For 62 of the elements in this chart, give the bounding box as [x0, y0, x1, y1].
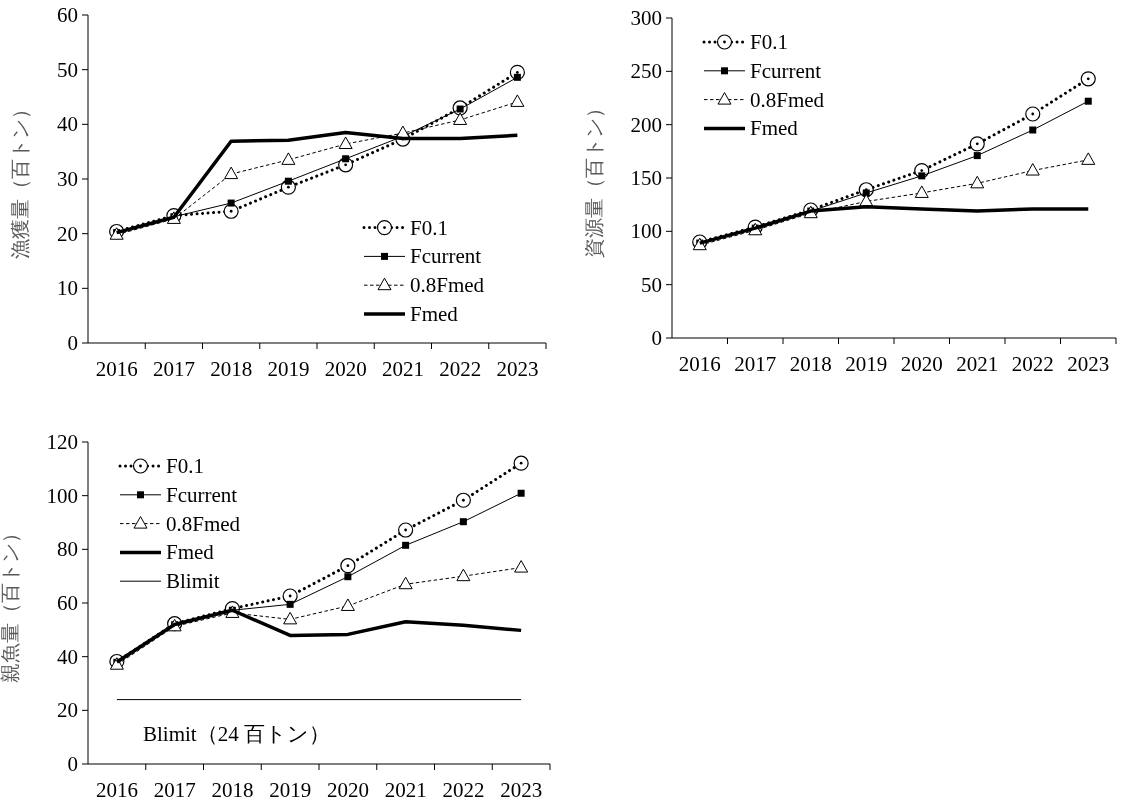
x-tick-label: 2016	[95, 778, 138, 802]
x-tick-label: 2017	[153, 778, 196, 802]
y-tick-label: 0	[67, 752, 78, 776]
y-axis-title: 漁獲量（百トン）	[9, 99, 31, 259]
x-tick-label: 2017	[152, 357, 195, 381]
x-tick-label: 2021	[384, 778, 427, 802]
y-axis-title: 親魚量（百トン）	[0, 523, 21, 683]
legend-label: Fcurrent	[750, 58, 822, 83]
y-tick-label: 80	[57, 537, 78, 562]
y-tick-label: 40	[57, 644, 78, 669]
x-tick-label: 2020	[326, 778, 369, 802]
y-tick-label: 250	[630, 59, 662, 84]
x-tick-label: 2018	[210, 357, 253, 381]
y-tick-label: 200	[630, 112, 662, 137]
x-tick-label: 2020	[324, 357, 367, 381]
x-tick-label: 2021	[956, 352, 999, 376]
legend-label: Fmed	[410, 302, 459, 326]
y-tick-label: 20	[57, 221, 78, 246]
x-tick-label: 2018	[211, 778, 254, 802]
y-tick-label: 50	[57, 57, 78, 82]
x-tick-label: 2022	[1011, 352, 1054, 376]
y-tick-label: 0	[651, 326, 662, 350]
x-tick-label: 2021	[381, 357, 424, 381]
legend-label: Fcurrent	[166, 482, 238, 507]
y-tick-label: 10	[57, 276, 78, 301]
x-tick-label: 2023	[500, 778, 543, 802]
legend-label: Fcurrent	[410, 244, 482, 269]
y-tick-label: 150	[630, 166, 662, 190]
annotation: Blimit（24 百トン）	[143, 722, 330, 746]
x-tick-label: 2018	[789, 352, 832, 376]
x-tick-label: 2016	[678, 352, 721, 376]
legend-label: F0.1	[750, 30, 788, 54]
x-tick-label: 2019	[845, 352, 888, 376]
y-tick-label: 50	[641, 272, 662, 297]
legend-label: 0.8Fmed	[750, 87, 825, 112]
y-tick-label: 60	[57, 591, 78, 615]
y-tick-label: 100	[630, 219, 662, 244]
x-tick-label: 2023	[1067, 352, 1110, 376]
x-tick-label: 2022	[442, 778, 485, 802]
y-tick-label: 60	[57, 3, 78, 27]
legend-label: 0.8Fmed	[166, 511, 241, 536]
y-axis-title: 資源量（百トン）	[582, 98, 605, 258]
x-tick-label: 2017	[734, 352, 777, 376]
y-tick-label: 20	[57, 698, 78, 723]
y-tick-label: 0	[67, 331, 78, 355]
legend-label: Fmed	[166, 540, 215, 565]
y-tick-label: 30	[57, 167, 78, 191]
x-tick-label: 2019	[269, 778, 312, 802]
x-tick-label: 2020	[900, 352, 943, 376]
legend-label: 0.8Fmed	[410, 273, 485, 298]
legend-label: Blimit	[166, 569, 220, 594]
legend-label: F0.1	[166, 454, 204, 478]
legend-label: Fmed	[750, 116, 799, 141]
y-tick-label: 100	[46, 483, 78, 508]
y-tick-label: 40	[57, 112, 78, 137]
x-tick-label: 2016	[95, 357, 138, 381]
x-tick-label: 2022	[439, 357, 482, 381]
x-tick-label: 2023	[496, 357, 539, 381]
legend-label: F0.1	[410, 215, 448, 240]
y-tick-label: 120	[46, 430, 78, 454]
x-tick-label: 2019	[267, 357, 310, 381]
y-tick-label: 300	[630, 6, 662, 30]
